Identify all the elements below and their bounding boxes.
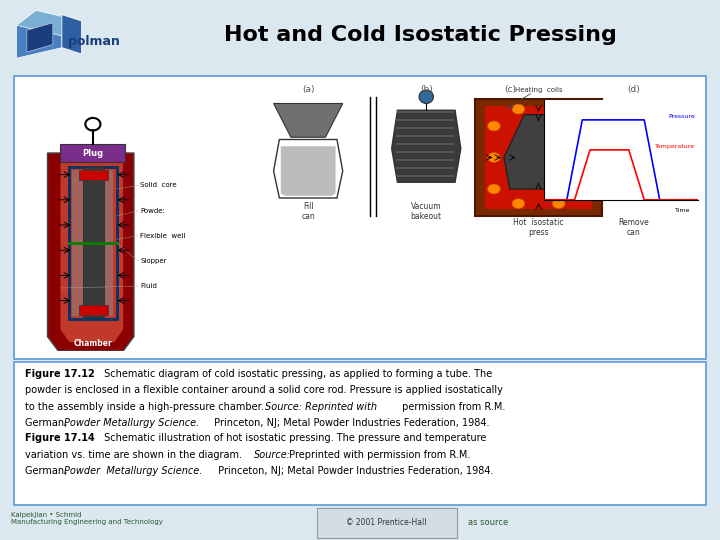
Text: (a): (a): [302, 85, 315, 94]
Text: Source: Reprinted with: Source: Reprinted with: [265, 402, 377, 412]
Circle shape: [487, 184, 500, 194]
Text: Time: Time: [675, 208, 690, 213]
Text: Part: Part: [656, 154, 676, 160]
Ellipse shape: [613, 122, 654, 193]
Text: Remove
can: Remove can: [618, 218, 649, 237]
Text: polman: polman: [68, 35, 120, 48]
Text: Figure 17.14: Figure 17.14: [24, 433, 94, 443]
Polygon shape: [281, 146, 336, 195]
Text: Heating  coils: Heating coils: [515, 87, 562, 93]
Text: Powder  Metallurgy Science.: Powder Metallurgy Science.: [64, 466, 202, 476]
FancyBboxPatch shape: [78, 170, 108, 180]
Circle shape: [512, 104, 525, 114]
Circle shape: [487, 121, 500, 131]
Text: Pressure: Pressure: [669, 114, 696, 119]
FancyBboxPatch shape: [72, 170, 114, 316]
Text: as source: as source: [468, 518, 508, 528]
Text: Preprinted with permission from R.M.: Preprinted with permission from R.M.: [286, 450, 470, 460]
Text: variation vs. time are shown in the diagram.: variation vs. time are shown in the diag…: [24, 450, 245, 460]
FancyBboxPatch shape: [60, 144, 125, 162]
Text: to the assembly inside a high-pressure chamber.: to the assembly inside a high-pressure c…: [24, 402, 266, 412]
FancyBboxPatch shape: [14, 362, 706, 505]
Circle shape: [577, 121, 590, 131]
FancyBboxPatch shape: [14, 76, 706, 359]
Circle shape: [552, 199, 565, 208]
Circle shape: [577, 152, 590, 163]
Polygon shape: [48, 153, 134, 351]
Text: Powder Metallurgy Science.: Powder Metallurgy Science.: [64, 418, 199, 428]
Text: (d): (d): [627, 85, 640, 94]
Text: powder is enclosed in a flexible container around a solid core rod. Pressure is : powder is enclosed in a flexible contain…: [24, 386, 503, 395]
Text: Figure 17.12: Figure 17.12: [24, 369, 94, 379]
Text: © 2001 Prentice-Hall: © 2001 Prentice-Hall: [346, 518, 427, 528]
Polygon shape: [274, 104, 343, 137]
Polygon shape: [274, 139, 343, 198]
Text: Hot  isostatic
press: Hot isostatic press: [513, 218, 564, 237]
Polygon shape: [62, 15, 81, 54]
Text: Kalpekjian • Schmid
Manufacturing Engineering and Technology: Kalpekjian • Schmid Manufacturing Engine…: [11, 512, 163, 525]
Text: German,: German,: [24, 418, 70, 428]
Text: Slopper: Slopper: [140, 258, 167, 264]
Circle shape: [487, 152, 500, 163]
Text: Plug: Plug: [82, 148, 104, 158]
Text: (c): (c): [504, 85, 516, 94]
FancyBboxPatch shape: [475, 99, 602, 216]
Text: Hot and Cold Isostatic Pressing: Hot and Cold Isostatic Pressing: [224, 25, 616, 45]
Text: (b): (b): [420, 85, 433, 94]
FancyBboxPatch shape: [485, 106, 592, 209]
Text: Flexible  well: Flexible well: [140, 233, 186, 239]
Text: Chamber: Chamber: [73, 339, 112, 348]
Polygon shape: [504, 115, 576, 189]
Text: Source:: Source:: [253, 450, 291, 460]
Polygon shape: [60, 162, 123, 342]
Text: Fill
can: Fill can: [301, 202, 315, 221]
Text: Temperature: Temperature: [655, 144, 696, 149]
FancyBboxPatch shape: [317, 508, 457, 538]
Text: Schematic diagram of cold isostatic pressing, as applied to forming a tube. The: Schematic diagram of cold isostatic pres…: [101, 369, 492, 379]
FancyBboxPatch shape: [84, 167, 104, 317]
Text: Princeton, NJ; Metal Powder Industries Federation, 1984.: Princeton, NJ; Metal Powder Industries F…: [212, 418, 490, 428]
Text: permission from R.M.: permission from R.M.: [399, 402, 505, 412]
Text: Powde:: Powde:: [140, 207, 166, 214]
Polygon shape: [392, 110, 461, 183]
Text: Vacuum
bakeout: Vacuum bakeout: [410, 202, 442, 221]
Text: Schematic illustration of hot isostatic pressing. The pressure and temperature: Schematic illustration of hot isostatic …: [101, 433, 486, 443]
Text: Fluid: Fluid: [140, 283, 157, 289]
Circle shape: [552, 104, 565, 114]
Text: Princeton, NJ; Metal Powder Industries Federation, 1984.: Princeton, NJ; Metal Powder Industries F…: [215, 466, 493, 476]
Circle shape: [512, 199, 525, 208]
Circle shape: [577, 184, 590, 194]
Polygon shape: [17, 10, 81, 36]
Text: German,: German,: [24, 466, 70, 476]
Ellipse shape: [419, 90, 433, 104]
FancyBboxPatch shape: [78, 305, 108, 315]
Text: Solid  core: Solid core: [140, 183, 177, 188]
Polygon shape: [17, 15, 62, 58]
Polygon shape: [27, 23, 53, 52]
